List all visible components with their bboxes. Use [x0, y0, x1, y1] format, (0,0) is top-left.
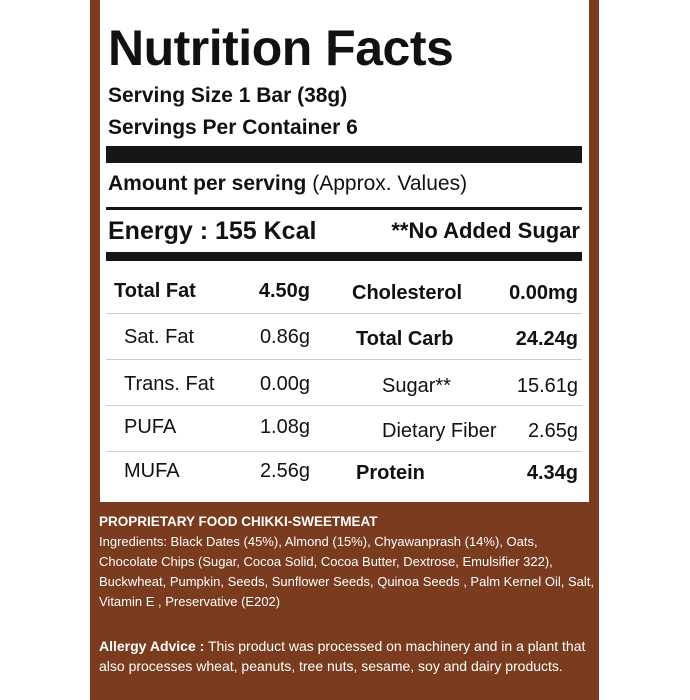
cholesterol-label: Cholesterol [352, 282, 463, 304]
cholesterol-value: 0.00mg [509, 282, 578, 304]
sat-fat-value: 0.86g [259, 326, 310, 348]
ingredients-block: PROPRIETARY FOOD CHIKKI-SWEETMEAT Ingred… [99, 512, 594, 612]
medium-divider [106, 252, 582, 261]
nutrition-panel [100, 0, 589, 502]
no-added-sugar: **No Added Sugar [391, 218, 580, 243]
total-fat-label: Total Fat [114, 280, 196, 302]
amount-note: (Approx. Values) [312, 172, 468, 195]
allergy-text: This product was processed on machinery … [99, 638, 586, 674]
ingredients-text: Ingredients: Black Dates (45%), Almond (… [99, 534, 594, 609]
pufa-value: 1.08g [259, 416, 310, 438]
energy-value: Energy : 155 Kcal [108, 217, 317, 245]
allergy-advice: Allergy Advice : This product was proces… [99, 636, 594, 676]
amount-per-serving: Amount per serving (Approx. Values) [108, 172, 467, 196]
protein-value: 4.34g [526, 462, 578, 484]
mufa-label: MUFA [124, 460, 180, 482]
row-divider [106, 405, 582, 406]
servings-per-container: Servings Per Container 6 [108, 116, 358, 139]
pufa-label: PUFA [124, 416, 177, 438]
row-divider [106, 359, 582, 360]
sugar-value: 15.61g [516, 375, 578, 397]
thick-divider [106, 146, 582, 163]
protein-label: Protein [356, 462, 425, 484]
dietary-fiber-value: 2.65g [527, 420, 578, 442]
row-divider [106, 451, 582, 452]
trans-fat-value: 0.00g [259, 373, 310, 395]
divider [106, 207, 582, 210]
trans-fat-label: Trans. Fat [124, 373, 215, 395]
sugar-label: Sugar** [382, 375, 451, 397]
sat-fat-label: Sat. Fat [124, 326, 195, 348]
amount-label: Amount per serving [108, 172, 307, 195]
allergy-label: Allergy Advice : [99, 638, 205, 654]
dietary-fiber-label: Dietary Fiber [382, 420, 497, 442]
total-fat-value: 4.50g [258, 280, 310, 302]
row-divider [106, 313, 582, 314]
ingredients-heading: PROPRIETARY FOOD CHIKKI-SWEETMEAT [99, 514, 378, 529]
total-carb-label: Total Carb [356, 328, 454, 350]
serving-size: Serving Size 1 Bar (38g) [108, 84, 348, 107]
nutrition-title: Nutrition Facts [108, 20, 454, 76]
total-carb-value: 24.24g [515, 328, 578, 350]
mufa-value: 2.56g [259, 460, 310, 482]
